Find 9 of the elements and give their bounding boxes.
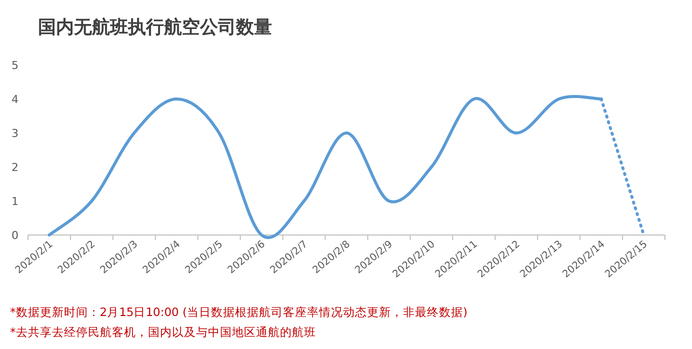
y-tick-label: 5: [12, 59, 18, 72]
text: *数据更新时间：2月15日10:00 (当日数据根据航司客座率情况动态更新，非最终数据): [10, 305, 468, 319]
y-tick-label: 4: [12, 93, 18, 106]
chart-title: 国内无航班执行航空公司数量: [38, 17, 272, 38]
text: *去共享去经停民航客机，国内以及与中国地区通航的航班: [10, 325, 316, 339]
y-tick-label: 3: [12, 127, 18, 140]
y-tick-label: 2: [12, 161, 18, 174]
y-tick-label: 0: [12, 229, 18, 242]
y-tick-label: 1: [12, 195, 18, 208]
